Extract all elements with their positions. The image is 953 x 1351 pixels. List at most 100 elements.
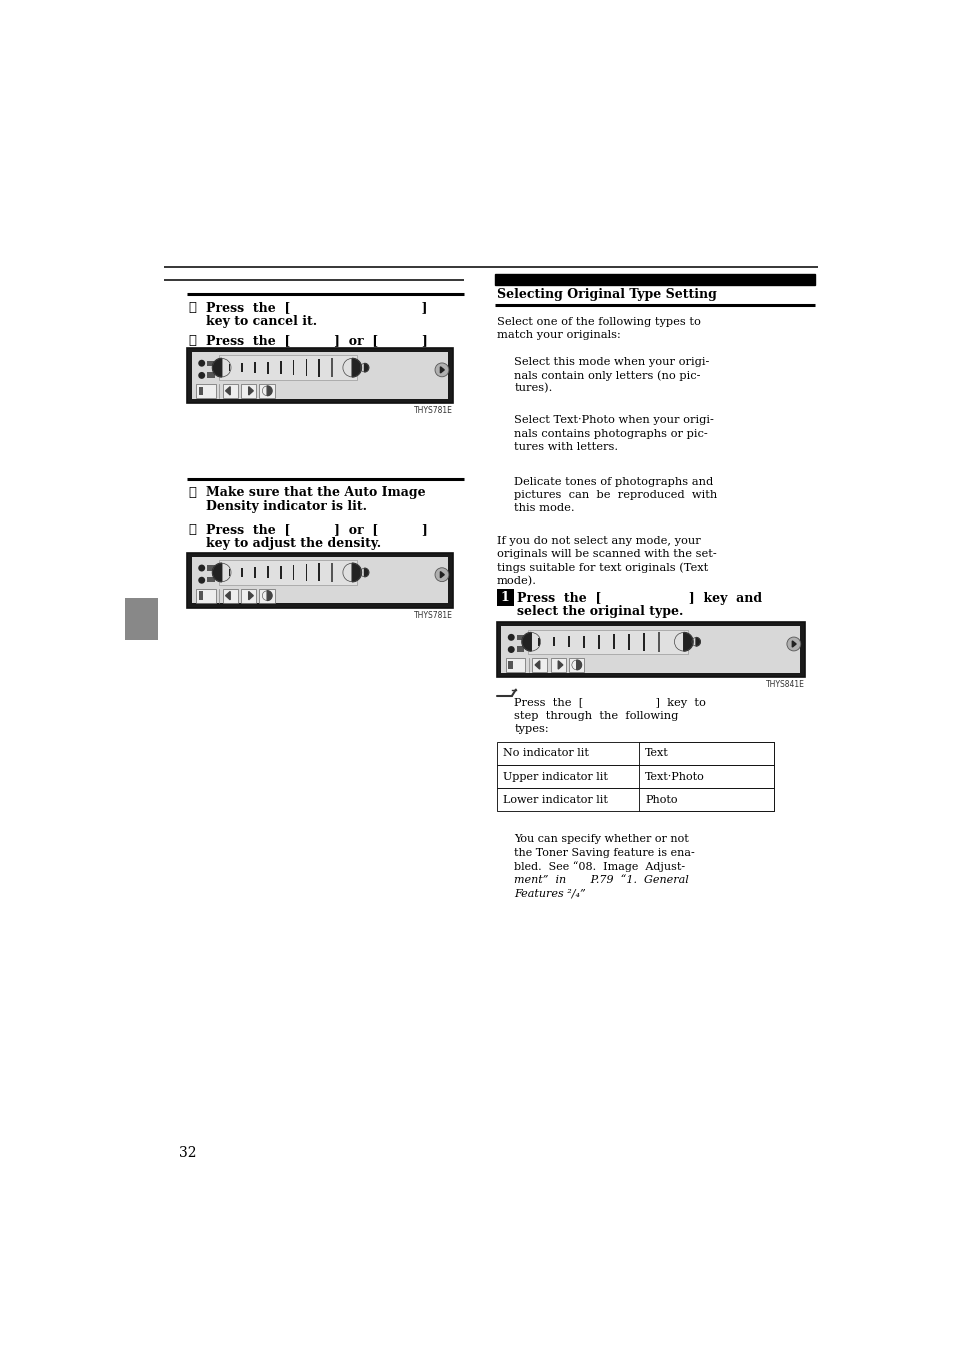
Bar (279, 566, 281, 580)
Bar (497, 589, 513, 607)
Circle shape (507, 634, 515, 640)
Bar (207, 577, 214, 582)
Polygon shape (683, 632, 692, 651)
Bar (196, 384, 215, 397)
Bar (279, 361, 281, 374)
Polygon shape (521, 632, 531, 651)
Text: Selecting Original Type Setting: Selecting Original Type Setting (497, 288, 716, 301)
Bar (550, 658, 565, 671)
Bar (267, 362, 269, 374)
Text: key to adjust the density.: key to adjust the density. (206, 538, 381, 550)
Bar (126, 598, 157, 640)
Bar (331, 563, 333, 582)
Bar (192, 557, 448, 604)
Text: If you do not select any mode, your: If you do not select any mode, your (497, 536, 700, 546)
Circle shape (198, 565, 205, 571)
Text: ②: ② (189, 334, 196, 347)
Text: tings suitable for text originals (Text: tings suitable for text originals (Text (497, 562, 707, 573)
Polygon shape (213, 563, 221, 582)
Text: the Toner Saving feature is ena-: the Toner Saving feature is ena- (514, 848, 695, 858)
Bar (222, 589, 237, 603)
Bar (508, 661, 513, 669)
Text: THYS841E: THYS841E (765, 681, 803, 689)
Polygon shape (792, 640, 796, 647)
Polygon shape (558, 661, 562, 669)
Text: Make sure that the Auto Image: Make sure that the Auto Image (206, 486, 425, 500)
Bar (259, 384, 274, 397)
Bar (218, 355, 356, 380)
Bar (628, 634, 629, 650)
Bar (582, 636, 584, 647)
Text: Press  the  [          ]  or  [          ]: Press the [ ] or [ ] (206, 334, 428, 347)
Polygon shape (577, 661, 581, 670)
Circle shape (198, 577, 205, 584)
Text: originals will be scanned with the set-: originals will be scanned with the set- (497, 550, 716, 559)
Text: select the original type.: select the original type. (517, 605, 683, 617)
Text: Select this mode when your origi-: Select this mode when your origi- (514, 357, 709, 367)
Polygon shape (440, 366, 444, 373)
Polygon shape (213, 358, 221, 377)
Polygon shape (267, 590, 272, 600)
Polygon shape (249, 592, 253, 600)
Text: key to adjust the image densi-: key to adjust the image densi- (206, 347, 417, 361)
Text: Press  the  [                    ]  key  and: Press the [ ] key and (517, 592, 761, 605)
Text: nals contain only letters (no pic-: nals contain only letters (no pic- (514, 370, 700, 381)
Polygon shape (352, 358, 361, 377)
Text: Select Text·Photo when your origi-: Select Text·Photo when your origi- (514, 416, 714, 426)
Bar (639, 788, 773, 811)
Polygon shape (267, 386, 272, 396)
Bar (241, 384, 256, 397)
Text: No indicator lit: No indicator lit (502, 748, 588, 758)
Circle shape (198, 372, 205, 378)
Text: Press  the  [                    ]  key  to: Press the [ ] key to (514, 698, 705, 708)
Polygon shape (440, 571, 444, 578)
Bar (218, 561, 356, 585)
Bar (229, 363, 230, 372)
Circle shape (435, 567, 449, 582)
Bar (497, 788, 773, 811)
Bar (187, 553, 453, 608)
Circle shape (507, 646, 515, 653)
Text: ment”  in       P.79  “1.  General: ment” in P.79 “1. General (514, 874, 688, 885)
Polygon shape (535, 661, 539, 669)
Circle shape (786, 638, 800, 651)
Text: ①: ① (189, 301, 196, 315)
Text: Press  the  [                              ]: Press the [ ] (206, 301, 427, 315)
Bar (254, 567, 255, 578)
Text: Density indicator is lit.: Density indicator is lit. (206, 500, 367, 513)
Bar (497, 621, 803, 677)
Text: Features ²/₄”: Features ²/₄” (514, 888, 585, 898)
Text: Upper indicator lit: Upper indicator lit (502, 771, 607, 782)
Polygon shape (696, 638, 700, 646)
Text: THYS781E: THYS781E (414, 611, 453, 620)
Bar (198, 386, 203, 394)
Text: mode).: mode). (497, 576, 536, 586)
Bar (254, 362, 255, 373)
Bar (207, 566, 214, 571)
Bar (229, 569, 230, 577)
Text: ty.: ty. (206, 362, 222, 374)
Text: ①: ① (189, 486, 196, 500)
Bar (553, 638, 555, 646)
Bar (318, 358, 319, 377)
Bar (658, 632, 659, 651)
Bar (207, 361, 214, 366)
Bar (192, 353, 448, 399)
Bar (305, 565, 307, 581)
Bar (517, 646, 524, 651)
Bar (500, 627, 800, 673)
Text: 1: 1 (500, 592, 509, 604)
Polygon shape (249, 386, 253, 394)
Bar (505, 658, 524, 671)
Polygon shape (225, 386, 230, 394)
Bar (497, 765, 773, 788)
Text: THYS781E: THYS781E (414, 407, 453, 415)
Bar (568, 658, 584, 671)
Text: nals contains photographs or pic-: nals contains photographs or pic- (514, 428, 707, 439)
Text: Lower indicator lit: Lower indicator lit (502, 794, 607, 805)
Bar (259, 589, 274, 603)
Text: this mode.: this mode. (514, 503, 575, 513)
Bar (639, 742, 773, 765)
Bar (497, 742, 773, 765)
Bar (241, 589, 256, 603)
